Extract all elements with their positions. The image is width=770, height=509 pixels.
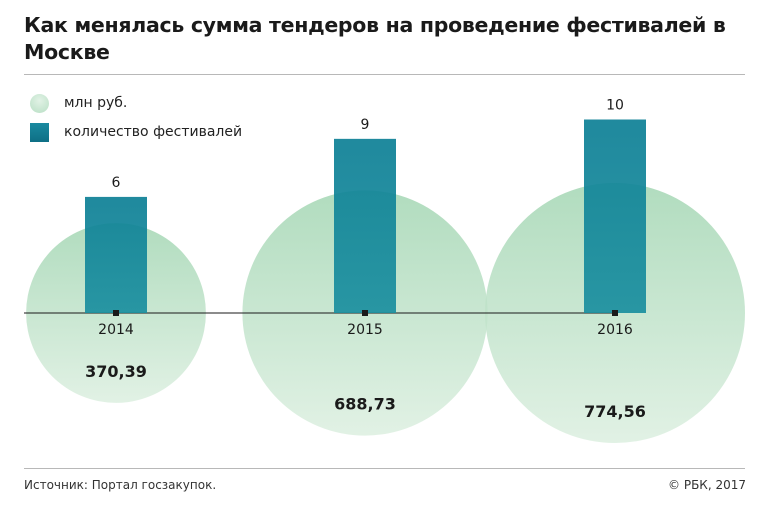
source-note: Источник: Портал госзакупок. (24, 478, 217, 492)
count-value-label-2015: 9 (361, 117, 370, 133)
chart-title: Как менялась сумма тендеров на проведени… (24, 13, 726, 64)
year-tick-label-2015: 2015 (347, 322, 383, 338)
sum-value-label-2016: 774,56 (584, 402, 646, 421)
count-value-label-2016: 10 (606, 98, 624, 114)
legend-label-count: количество фестивалей (64, 124, 243, 140)
axis-tick-2014 (113, 310, 119, 316)
axis-tick-2015 (362, 310, 368, 316)
copyright-note: © РБК, 2017 (668, 478, 746, 492)
count-value-label-2014: 6 (112, 175, 121, 191)
legend-label-sum: млн руб. (64, 95, 128, 111)
year-tick-label-2014: 2014 (98, 322, 134, 338)
bottom-divider (24, 468, 745, 469)
legend-circle-swatch (30, 93, 49, 113)
legend-item-count: количество фестивалей (30, 122, 242, 142)
year-tick-label-2016: 2016 (597, 322, 633, 338)
legend-item-sum: млн руб. (30, 93, 127, 113)
axis-tick-2016 (612, 310, 618, 316)
sum-value-label-2015: 688,73 (334, 395, 396, 414)
sum-value-label-2014: 370,39 (85, 362, 147, 381)
count-bar-2014 (85, 196, 147, 313)
top-divider (24, 74, 745, 75)
count-bar-2015 (334, 138, 396, 313)
count-bar-2016 (584, 119, 646, 313)
legend-bar-swatch (30, 122, 49, 142)
